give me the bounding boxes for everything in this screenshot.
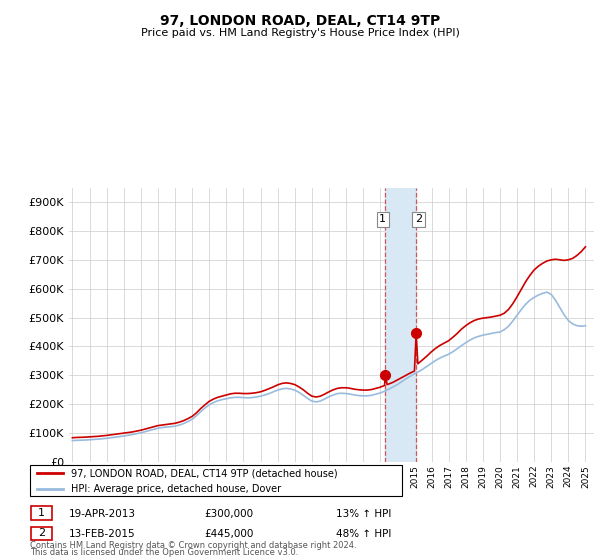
Text: £445,000: £445,000: [204, 529, 253, 539]
Text: 1: 1: [379, 214, 386, 225]
Text: 97, LONDON ROAD, DEAL, CT14 9TP: 97, LONDON ROAD, DEAL, CT14 9TP: [160, 14, 440, 28]
Text: 48% ↑ HPI: 48% ↑ HPI: [336, 529, 391, 539]
Text: 1: 1: [38, 508, 45, 518]
Text: £300,000: £300,000: [204, 508, 253, 519]
Text: Contains HM Land Registry data © Crown copyright and database right 2024.: Contains HM Land Registry data © Crown c…: [30, 541, 356, 550]
Text: 2: 2: [38, 528, 45, 538]
Text: 13-FEB-2015: 13-FEB-2015: [69, 529, 136, 539]
Text: 13% ↑ HPI: 13% ↑ HPI: [336, 508, 391, 519]
Text: 19-APR-2013: 19-APR-2013: [69, 508, 136, 519]
Text: 2: 2: [415, 214, 422, 225]
Text: 97, LONDON ROAD, DEAL, CT14 9TP (detached house): 97, LONDON ROAD, DEAL, CT14 9TP (detache…: [71, 468, 338, 478]
Text: Price paid vs. HM Land Registry's House Price Index (HPI): Price paid vs. HM Land Registry's House …: [140, 28, 460, 38]
Text: HPI: Average price, detached house, Dover: HPI: Average price, detached house, Dove…: [71, 484, 281, 494]
Bar: [385, 188, 416, 462]
Text: This data is licensed under the Open Government Licence v3.0.: This data is licensed under the Open Gov…: [30, 548, 298, 557]
